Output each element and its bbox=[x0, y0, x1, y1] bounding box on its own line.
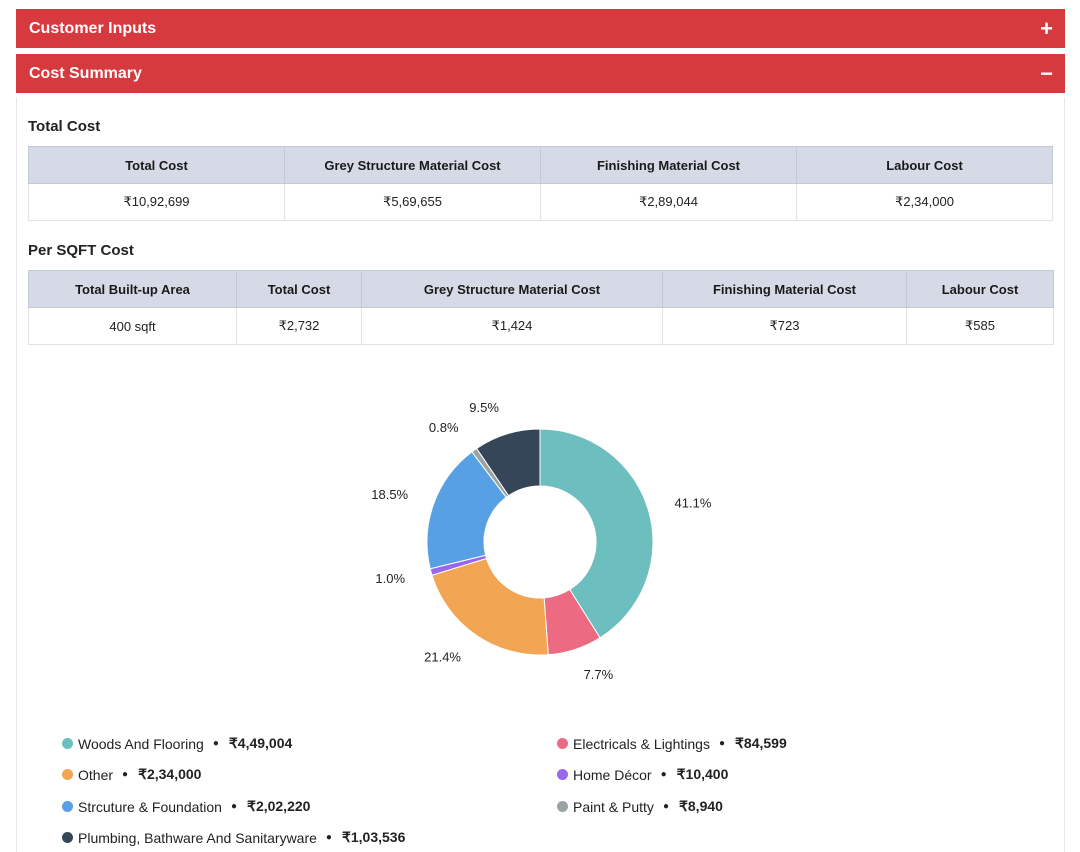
donut-slice[interactable] bbox=[475, 428, 541, 497]
per-sqft-title: Per SQFT Cost bbox=[28, 242, 134, 259]
legend-value: ₹4,49,004 bbox=[228, 735, 293, 751]
table-header-row: Total Cost Grey Structure Material Cost … bbox=[28, 146, 1053, 184]
legend-color-swatch bbox=[62, 738, 73, 749]
legend-separator: ● bbox=[230, 801, 238, 812]
legend-value: ₹2,02,220 bbox=[247, 798, 311, 814]
slice-percentage-label: 18.5% bbox=[371, 487, 408, 502]
total-cost-table: Total Cost Grey Structure Material Cost … bbox=[28, 146, 1053, 221]
legend-value: ₹84,599 bbox=[735, 735, 787, 751]
legend-label: Home Décor bbox=[573, 766, 652, 783]
table-cell: ₹585 bbox=[906, 307, 1054, 345]
cost-breakdown-donut-chart: 41.1% 7.7% 21.4% 1.0% 18.5% 0.8% 9.5% bbox=[371, 400, 712, 682]
collapse-icon[interactable]: − bbox=[1040, 60, 1053, 86]
table-cell: ₹2,89,044 bbox=[540, 183, 797, 221]
customer-inputs-title: Customer Inputs bbox=[29, 19, 157, 37]
customer-inputs-accordion[interactable]: Customer Inputs + bbox=[16, 9, 1065, 48]
donut-slice[interactable] bbox=[431, 557, 549, 656]
table-cell: ₹723 bbox=[662, 307, 907, 345]
cost-summary-title: Cost Summary bbox=[29, 64, 142, 82]
legend-label: Electricals & Lightings bbox=[573, 735, 710, 752]
legend-separator: ● bbox=[718, 738, 725, 749]
table-row: 400 sqft ₹2,732 ₹1,424 ₹723 ₹585 bbox=[28, 307, 1054, 345]
legend-color-swatch bbox=[62, 832, 73, 843]
slice-percentage-label: 21.4% bbox=[424, 650, 461, 665]
slice-percentage-label: 1.0% bbox=[375, 571, 405, 586]
legend-value: ₹8,940 bbox=[678, 798, 723, 814]
table-cell: ₹5,69,655 bbox=[284, 183, 541, 221]
table-row: ₹10,92,699 ₹5,69,655 ₹2,89,044 ₹2,34,000 bbox=[28, 183, 1053, 221]
donut-slice[interactable] bbox=[539, 428, 654, 639]
table-cell: ₹10,92,699 bbox=[28, 183, 285, 221]
table-header-cell: Labour Cost bbox=[796, 146, 1053, 184]
legend-label: Strcuture & Foundation bbox=[78, 798, 222, 815]
table-cell: ₹2,34,000 bbox=[796, 183, 1053, 221]
legend-item[interactable]: Woods And Flooring ● ₹4,49,004 bbox=[62, 735, 292, 752]
slice-percentage-label: 41.1% bbox=[675, 495, 712, 510]
legend-item[interactable]: Electricals & Lightings ● ₹84,599 bbox=[557, 735, 787, 752]
slice-percentage-label: 0.8% bbox=[429, 420, 459, 435]
legend-item[interactable]: Home Décor ● ₹10,400 bbox=[557, 766, 728, 783]
legend-value: ₹2,34,000 bbox=[138, 766, 202, 782]
legend-color-swatch bbox=[557, 801, 568, 812]
legend-separator: ● bbox=[662, 801, 669, 812]
legend-label: Woods And Flooring bbox=[78, 735, 204, 752]
legend-item[interactable]: Plumbing, Bathware And Sanitaryware ● ₹1,0… bbox=[62, 829, 405, 846]
table-header-cell: Grey Structure Material Cost bbox=[284, 146, 541, 184]
table-header-cell: Grey Structure Material Cost bbox=[361, 270, 663, 308]
table-header-cell: Finishing Material Cost bbox=[662, 270, 907, 308]
total-cost-title: Total Cost bbox=[28, 118, 101, 135]
legend-value: ₹10,400 bbox=[676, 766, 729, 782]
legend-label: Other bbox=[78, 766, 114, 783]
slice-percentage-label: 9.5% bbox=[469, 400, 499, 415]
cost-summary-accordion[interactable]: Cost Summary − bbox=[16, 54, 1065, 93]
legend-color-swatch bbox=[557, 738, 568, 749]
legend-separator: ● bbox=[122, 769, 129, 780]
legend-item[interactable]: Strcuture & Foundation ● ₹2,02,220 bbox=[62, 798, 310, 815]
legend-separator: ● bbox=[325, 832, 332, 843]
slice-percentage-label: 7.7% bbox=[584, 667, 614, 682]
legend-separator: ● bbox=[212, 738, 219, 749]
legend-color-swatch bbox=[62, 801, 73, 812]
legend-color-swatch bbox=[62, 769, 73, 780]
table-cell: ₹2,732 bbox=[236, 307, 362, 345]
legend-separator: ● bbox=[660, 769, 667, 780]
per-sqft-table: Total Built-up Area Total Cost Grey Stru… bbox=[28, 270, 1054, 345]
table-header-cell: Finishing Material Cost bbox=[540, 146, 797, 184]
table-header-cell: Total Cost bbox=[236, 270, 362, 308]
legend-value: ₹1,03,536 bbox=[341, 829, 406, 845]
table-cell: ₹1,424 bbox=[361, 307, 663, 345]
legend-item[interactable]: Paint & Putty ● ₹8,940 bbox=[557, 798, 723, 815]
expand-icon[interactable]: + bbox=[1040, 15, 1053, 41]
legend-label: Plumbing, Bathware And Sanitaryware bbox=[78, 829, 317, 846]
table-cell: 400 sqft bbox=[28, 307, 237, 345]
legend-item[interactable]: Other ● ₹2,34,000 bbox=[62, 766, 201, 783]
legend-color-swatch bbox=[557, 769, 568, 780]
legend-label: Paint & Putty bbox=[573, 798, 654, 815]
